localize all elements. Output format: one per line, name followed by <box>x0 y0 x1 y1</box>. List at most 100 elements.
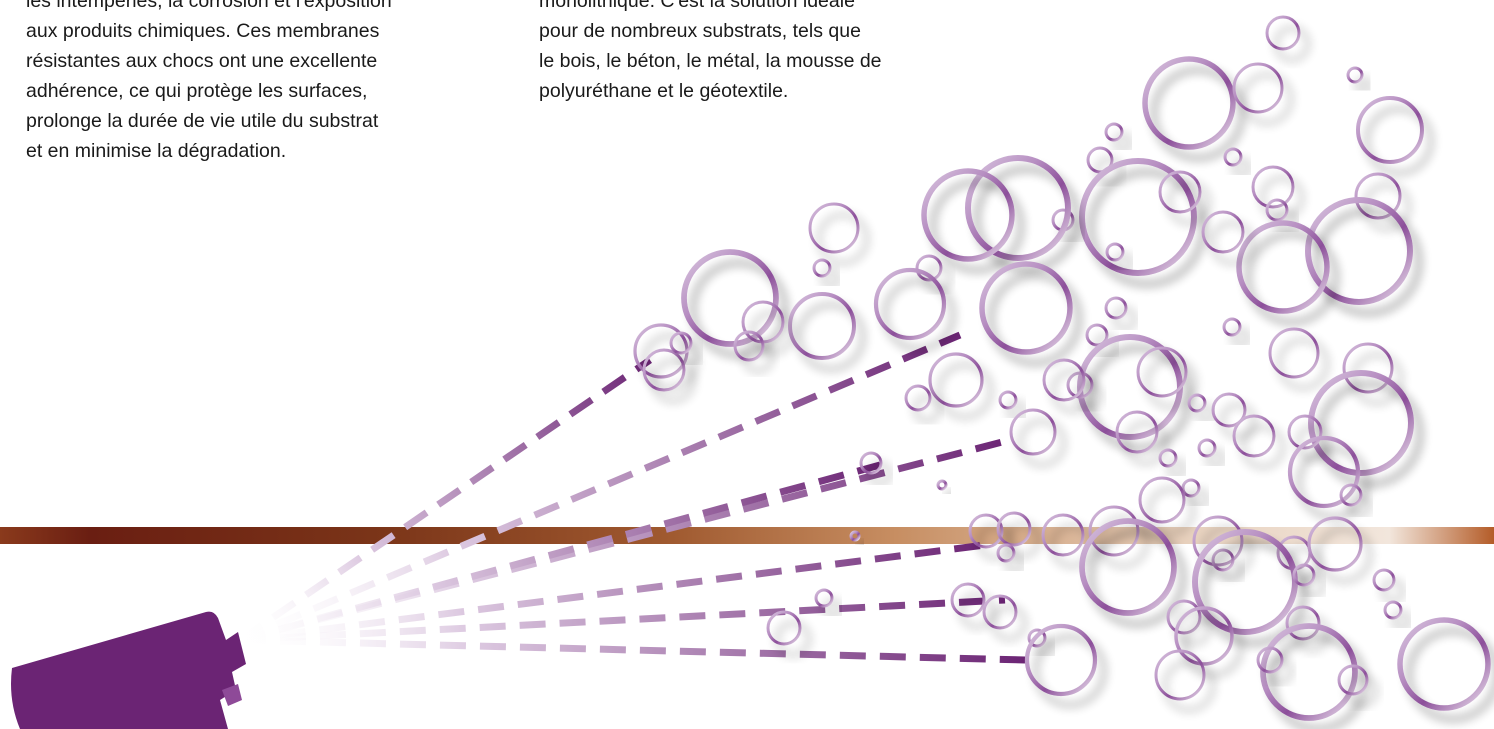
bubble <box>1158 170 1202 214</box>
bubble <box>1287 435 1361 509</box>
bubble <box>982 594 1018 630</box>
text-line: et en minimise la dégradation. <box>26 140 287 162</box>
bubble <box>998 390 1018 410</box>
bubble <box>1211 392 1247 428</box>
bubble <box>1256 646 1284 674</box>
bubble <box>1285 605 1321 641</box>
bubble <box>1085 323 1109 347</box>
bubble <box>1397 617 1491 711</box>
bubble <box>1265 15 1301 51</box>
bubble <box>1104 296 1128 320</box>
bubble <box>968 513 1004 549</box>
color-band <box>0 527 1494 544</box>
bubble <box>1079 158 1197 276</box>
spray-ray <box>238 331 962 644</box>
bubble <box>1356 96 1424 164</box>
bubble <box>1192 515 1244 567</box>
spray-ray <box>239 596 1006 644</box>
bubble <box>1354 172 1402 220</box>
text-line: aux produits chimiques. Ces membranes <box>26 20 380 42</box>
bubble <box>873 267 947 341</box>
bubble <box>1211 548 1235 572</box>
bubble <box>814 588 834 608</box>
spray-ray <box>238 357 652 643</box>
text-line: les intempéries, la corrosion et l'expos… <box>26 0 392 12</box>
bubble <box>1236 220 1330 314</box>
bubble <box>904 384 932 412</box>
bubble <box>1181 478 1201 498</box>
bubble <box>1265 198 1289 222</box>
bubble <box>965 155 1071 261</box>
bubble <box>1041 513 1085 557</box>
bubble <box>1166 599 1202 635</box>
bubble <box>1138 476 1186 524</box>
bubble <box>1042 358 1086 402</box>
text-line: le bois, le béton, le métal, la mousse d… <box>539 50 882 72</box>
bubble <box>1158 448 1178 468</box>
bubble-cluster <box>633 15 1491 721</box>
bubble <box>1346 66 1364 84</box>
bubble <box>859 451 883 475</box>
bubble <box>1308 370 1414 476</box>
bubble <box>1305 197 1413 305</box>
bubble <box>1197 438 1217 458</box>
bubble <box>766 610 802 646</box>
text-line: adhérence, ce qui protège les surfaces, <box>26 80 368 102</box>
bubble <box>1174 606 1234 666</box>
bubble <box>733 330 765 362</box>
spray-lines <box>238 331 1026 664</box>
bubble <box>1024 623 1098 697</box>
bubble <box>928 352 984 408</box>
bubble <box>1307 516 1363 572</box>
bubble <box>950 582 986 618</box>
bubble <box>1337 664 1369 696</box>
bubble <box>741 300 785 344</box>
bubble <box>1287 414 1323 450</box>
bubble <box>1251 165 1295 209</box>
bubble <box>996 511 1032 547</box>
bubble <box>681 249 779 347</box>
spray-ray <box>239 636 1026 664</box>
text-line: monolithique. C'est la solution idéale <box>539 0 855 12</box>
bubble <box>1077 334 1183 440</box>
text-line: prolonge la durée de vie utile du substr… <box>26 110 379 132</box>
bubble <box>1232 414 1276 458</box>
bubble <box>1066 371 1094 399</box>
bubble <box>936 479 948 491</box>
bubble <box>808 202 860 254</box>
description-right: monolithique. C'est la solution idéale p… <box>539 0 882 106</box>
bubble <box>1088 505 1140 557</box>
bubble <box>921 168 1015 262</box>
bubble <box>1292 563 1316 587</box>
bubble <box>849 530 861 542</box>
bubble <box>1104 122 1124 142</box>
bubble <box>1222 317 1242 337</box>
text-line: résistantes aux chocs ont une excellente <box>26 50 378 72</box>
text-line: pour de nombreux substrats, tels que <box>539 20 861 42</box>
description-left: les intempéries, la corrosion et l'expos… <box>26 0 392 166</box>
bubble <box>1232 62 1284 114</box>
text-line: polyuréthane et le géotextile. <box>539 80 789 102</box>
spray-ray <box>239 541 986 644</box>
bubble <box>1115 410 1159 454</box>
bubble <box>1027 628 1047 648</box>
bubble <box>1383 600 1403 620</box>
bubble <box>1372 568 1396 592</box>
bubble <box>1192 529 1298 635</box>
bubble <box>1342 342 1394 394</box>
bubble <box>1136 346 1188 398</box>
bubble <box>1260 623 1358 721</box>
bubble <box>788 292 856 360</box>
bubble <box>979 261 1073 355</box>
bubble <box>1009 408 1057 456</box>
spray-gun-icon <box>11 611 246 729</box>
bubble <box>1187 393 1207 413</box>
bubble <box>1142 56 1236 150</box>
bubble <box>669 331 693 355</box>
bubble <box>1079 518 1177 616</box>
bubble <box>1268 327 1320 379</box>
spray-ray <box>239 461 881 644</box>
bubble <box>1223 147 1243 167</box>
bubble <box>642 348 686 392</box>
